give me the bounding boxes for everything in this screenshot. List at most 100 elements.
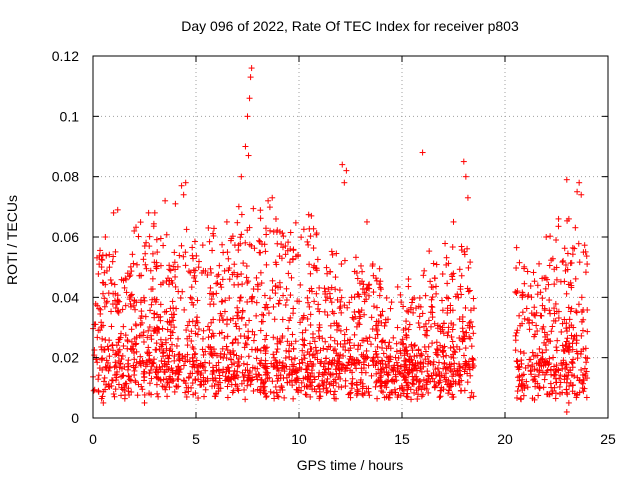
data-point [363,355,370,362]
data-point [391,378,398,385]
data-point [105,367,112,374]
data-point [470,295,477,302]
data-point [191,351,198,358]
data-point [415,391,422,398]
data-point [158,357,165,364]
data-point [440,353,447,360]
data-point [200,327,207,334]
data-point [565,344,572,351]
data-point [262,350,269,357]
data-point [172,283,179,290]
data-point [405,276,412,283]
data-point [364,338,371,345]
data-point [153,265,160,272]
data-point [205,224,212,231]
data-point [138,308,145,315]
data-point [568,358,575,365]
data-point [118,356,125,363]
data-point [187,294,194,301]
data-point [230,351,237,358]
data-point [279,333,286,340]
data-point [450,394,457,401]
data-point [292,219,299,226]
data-point [569,251,576,258]
data-point [377,311,384,318]
data-point [162,386,169,393]
data-point [450,218,457,225]
data-point [245,372,252,379]
data-point [360,281,367,288]
data-point [314,305,321,312]
data-point [170,305,177,312]
data-point [218,312,225,319]
data-point [346,390,353,397]
data-point [141,391,148,398]
data-point [106,264,113,271]
data-point [409,380,416,387]
data-point [462,362,469,369]
data-point [514,358,521,365]
data-point [184,322,191,329]
data-point [339,361,346,368]
data-point [206,290,213,297]
data-point [369,261,376,268]
data-point [229,339,236,346]
data-point [197,360,204,367]
data-point [429,340,436,347]
data-point [95,270,102,277]
data-point [352,254,359,261]
data-point [180,253,187,260]
data-point [581,242,588,249]
data-point [269,194,276,201]
data-point [170,317,177,324]
y-tick-label: 0.12 [52,48,79,64]
data-point [524,293,531,300]
data-point [101,346,108,353]
data-point [297,319,304,326]
data-point [353,356,360,363]
data-point [242,239,249,246]
data-point [345,347,352,354]
data-point [466,324,473,331]
data-point [293,386,300,393]
data-point [190,267,197,274]
data-point [520,350,527,357]
data-point [257,269,264,276]
data-point [553,308,560,315]
data-point [187,370,194,377]
data-point [366,334,373,341]
data-point [123,380,130,387]
data-point [290,363,297,370]
data-point [178,242,185,249]
data-point [432,283,439,290]
data-point [225,364,232,371]
data-point [291,368,298,375]
data-point [392,373,399,380]
data-point [370,355,377,362]
data-point [379,338,386,345]
data-point [353,392,360,399]
data-point [211,382,218,389]
data-point [272,383,279,390]
data-point [267,295,274,302]
data-point [310,361,317,368]
data-point [278,241,285,248]
data-point [440,320,447,327]
data-point [552,317,559,324]
data-point [410,366,417,373]
data-point [464,370,471,377]
data-point [369,357,376,364]
data-point [360,351,367,358]
data-point [121,387,128,394]
data-point [545,338,552,345]
data-point [552,367,559,374]
data-point [154,311,161,318]
data-point [181,378,188,385]
data-point [349,381,356,388]
data-point [103,267,110,274]
data-point [304,294,311,301]
data-point [338,261,345,268]
data-point [344,304,351,311]
data-point [102,381,109,388]
data-point [226,265,233,272]
